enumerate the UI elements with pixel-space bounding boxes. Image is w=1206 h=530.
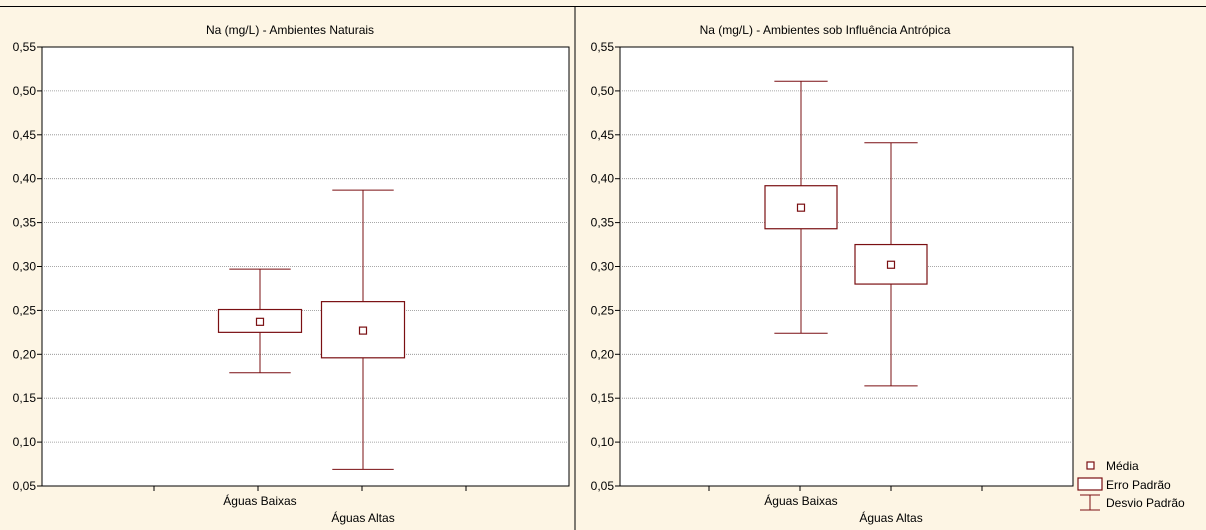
legend-box-icon (1077, 477, 1103, 491)
mean-marker (358, 326, 368, 335)
legend-item-2: Erro Padrão (1077, 477, 1171, 492)
y-tick-label: 0,20 (591, 347, 615, 361)
y-tick-label: 0,50 (13, 84, 37, 98)
legend: Média Erro Padrão Desvio Padrão (1077, 459, 1185, 511)
y-tick-label: 0,30 (591, 260, 615, 274)
chart-title: Na (mg/L) - Ambientes Naturais (206, 23, 374, 37)
y-tick-label: 0,15 (13, 391, 37, 405)
y-tick-label: 0,55 (13, 40, 37, 54)
mean-marker (886, 260, 896, 269)
mean-marker (796, 203, 806, 212)
y-tick-label: 0,55 (591, 40, 615, 54)
legend-item-3: Desvio Padrão (1080, 494, 1185, 511)
y-tick-label: 0,35 (591, 216, 615, 230)
y-tick-label: 0,05 (13, 479, 37, 493)
box-2 (320, 189, 406, 470)
y-tick-label: 0,45 (13, 128, 37, 142)
y-tick-label: 0,50 (591, 84, 615, 98)
y-tick-label: 0,05 (591, 479, 615, 493)
x-category-label: Águas Altas (331, 510, 394, 525)
y-tick-label: 0,10 (591, 435, 615, 449)
charts-group: Na (mg/L) - Ambientes Naturais 0,05 0,10 0,… (13, 23, 1074, 525)
y-tick-label: 0,20 (13, 347, 37, 361)
y-tick-label: 0,40 (13, 172, 37, 186)
box-2 (854, 142, 928, 387)
legend-label: Erro Padrão (1106, 478, 1171, 492)
legend-item-1: Média (1086, 459, 1139, 473)
chart-panel-2: Na (mg/L) - Ambientes sob Influência Ant… (591, 23, 1074, 525)
chart-panel-1: Na (mg/L) - Ambientes Naturais 0,05 0,10 0,… (13, 23, 570, 525)
box-1 (217, 268, 303, 374)
y-tick-label: 0,25 (591, 303, 615, 317)
x-category-label: Águas Baixas (223, 493, 296, 508)
y-tick-label: 0,10 (13, 435, 37, 449)
y-tick-label: 0,30 (13, 260, 37, 274)
x-category-label: Águas Altas (859, 510, 922, 525)
x-category-label: Águas Baixas (764, 493, 837, 508)
y-tick-label: 0,15 (591, 391, 615, 405)
y-tick-label: 0,45 (591, 128, 615, 142)
y-tick-label: 0,35 (13, 216, 37, 230)
chart-title: Na (mg/L) - Ambientes sob Influência Ant… (700, 23, 951, 37)
mean-marker (255, 317, 265, 326)
y-tick-label: 0,40 (591, 172, 615, 186)
box-1 (764, 80, 838, 334)
legend-mean-icon (1086, 461, 1095, 470)
plot-area (41, 46, 570, 487)
legend-label: Desvio Padrão (1106, 496, 1185, 510)
y-tick-label: 0,25 (13, 303, 37, 317)
legend-label: Média (1106, 459, 1139, 473)
